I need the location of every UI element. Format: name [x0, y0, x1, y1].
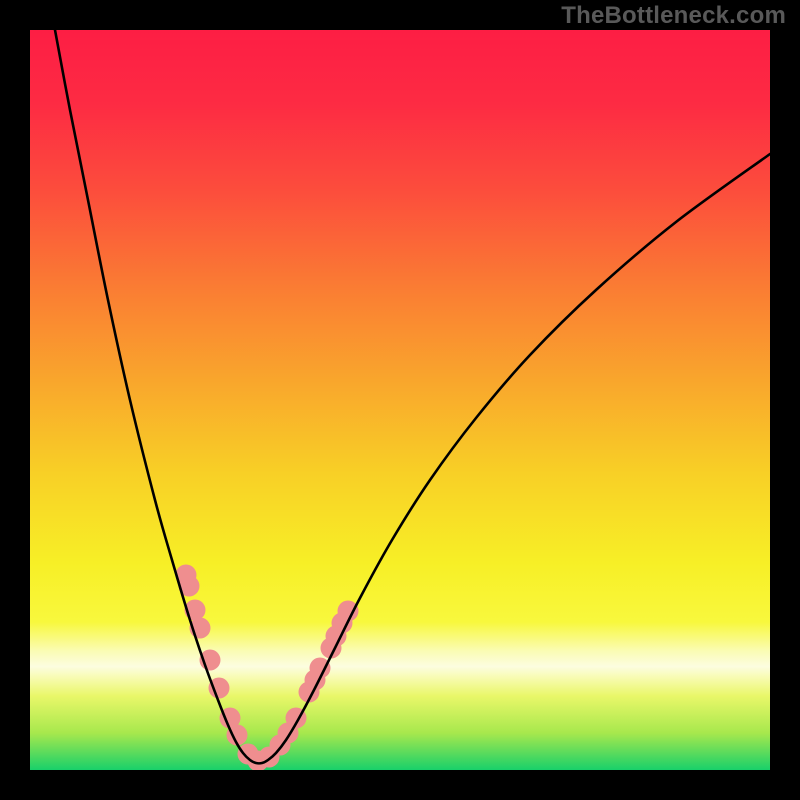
frame-edge-left	[0, 0, 30, 800]
frame-edge-bottom	[0, 770, 800, 800]
frame-overlay-svg	[0, 0, 800, 800]
chart-stage: TheBottleneck.com	[0, 0, 800, 800]
frame-edge-right	[770, 0, 800, 800]
watermark-text: TheBottleneck.com	[561, 2, 786, 30]
